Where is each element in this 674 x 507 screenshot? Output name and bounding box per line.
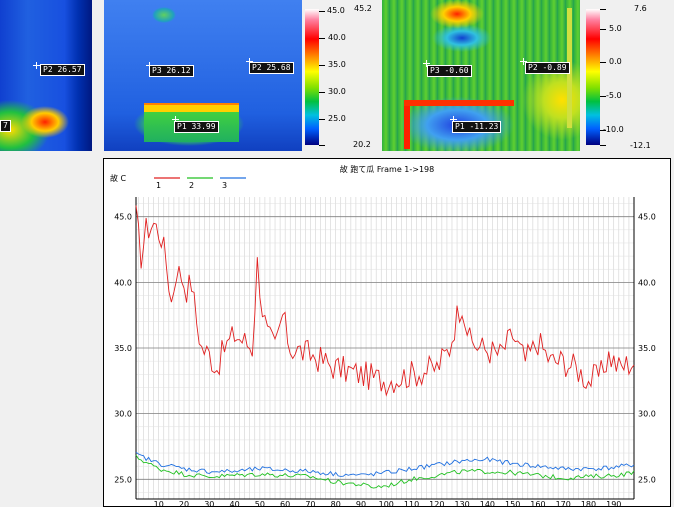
- temperature-scale-bar: [586, 9, 600, 145]
- thermal-image-left: P2 26.57 7: [0, 0, 92, 151]
- y-tick-label-left: 35.0: [114, 344, 132, 353]
- thermal-image-right: P3 -0.60 P2 -0.89 P1 -11.23: [382, 0, 580, 151]
- scale-tick: [600, 96, 606, 97]
- y-tick-label-right: 40.0: [638, 278, 656, 287]
- y-tick-label-right: 30.0: [638, 410, 656, 419]
- y-tick-label-right: 35.0: [638, 344, 656, 353]
- x-tick-label: 190: [606, 500, 621, 506]
- x-tick-label: 120: [429, 500, 444, 506]
- x-tick-label: 130: [454, 500, 469, 506]
- x-tick-label: 10: [154, 500, 164, 506]
- scale-min-label: -12.1: [630, 141, 651, 150]
- y-tick-label-left: 30.0: [114, 410, 132, 419]
- scale-tick: [600, 62, 606, 63]
- scale-tick: [319, 92, 325, 93]
- scale-tick: [319, 145, 325, 146]
- x-tick-label: 100: [379, 500, 394, 506]
- scale-tick: [319, 119, 325, 120]
- y-axis-label: 故 C: [110, 173, 127, 183]
- scale-tick: [600, 29, 606, 30]
- spot-label: 7: [0, 120, 11, 132]
- scale-max-alt-label: 45.2: [354, 4, 372, 13]
- x-tick-label: 180: [581, 500, 596, 506]
- spot-label: P2 -0.89: [525, 62, 570, 74]
- legend-label-1: 1: [156, 181, 161, 190]
- y-tick-label-left: 25.0: [114, 475, 132, 484]
- x-tick-label: 170: [556, 500, 571, 506]
- spot-marker-icon: [33, 62, 40, 69]
- x-tick-label: 110: [404, 500, 419, 506]
- x-tick-label: 140: [480, 500, 495, 506]
- scale-tick-label: 5.0: [609, 24, 622, 33]
- x-tick-label: 160: [530, 500, 545, 506]
- scale-tick-label: 25.0: [328, 114, 346, 123]
- legend-label-3: 3: [222, 181, 227, 190]
- series-line-3: [135, 451, 635, 477]
- thermal-image-middle: P3 26.12 P2 25.68 P1 33.99: [104, 0, 302, 151]
- scale-tick: [319, 11, 325, 12]
- scale-tick-label: 0.0: [609, 57, 622, 66]
- scale-tick-label: 35.0: [328, 60, 346, 69]
- y-tick-label-left: 45.0: [114, 213, 132, 222]
- temperature-scale-bar: [305, 9, 319, 145]
- spot-label: P3 26.12: [149, 65, 194, 77]
- x-tick-label: 90: [356, 500, 366, 506]
- spot-label: P1 33.99: [174, 121, 219, 133]
- x-tick-label: 150: [505, 500, 520, 506]
- scale-max-label: 7.6: [634, 4, 647, 13]
- series-line-2: [135, 454, 635, 489]
- legend-label-2: 2: [189, 181, 194, 190]
- scale-min-label: 20.2: [353, 140, 371, 149]
- spot-marker-icon: [520, 58, 527, 65]
- spot-marker-icon: [246, 58, 253, 65]
- scale-tick: [600, 9, 606, 10]
- scale-tick-label: -5.0: [606, 91, 622, 100]
- x-tick-label: 80: [331, 500, 341, 506]
- y-tick-label-right: 25.0: [638, 475, 656, 484]
- x-tick-label: 40: [229, 500, 239, 506]
- spot-label: P2 26.57: [40, 64, 85, 76]
- spot-label: P3 -0.60: [427, 65, 472, 77]
- x-tick-label: 70: [305, 500, 315, 506]
- x-tick-label: 20: [179, 500, 189, 506]
- spot-marker-icon: [450, 116, 457, 123]
- spot-marker-icon: [423, 60, 430, 67]
- x-tick-label: 30: [204, 500, 214, 506]
- scale-tick: [319, 38, 325, 39]
- chart-title: 故 跑て瓜 Frame 1->198: [340, 164, 435, 174]
- temperature-chart-panel: 25.0 25.0 30.0 30.0 35.0 35.0 40.0 40.0 45.0 45.0…: [103, 158, 671, 507]
- series-line-1: [135, 205, 635, 397]
- spot-label: P1 -11.23: [452, 121, 502, 133]
- temperature-line-chart: 25.0 25.0 30.0 30.0 35.0 35.0 40.0 40.0 45.0 45.0…: [110, 164, 656, 506]
- scale-tick-label: 30.0: [328, 87, 346, 96]
- scale-tick: [600, 145, 606, 146]
- spot-label: P2 25.68: [249, 62, 294, 74]
- scale-max-label: 45.0: [327, 6, 345, 15]
- y-tick-label-left: 40.0: [114, 278, 132, 287]
- y-tick-label-right: 45.0: [638, 213, 656, 222]
- scale-tick: [600, 130, 606, 131]
- x-tick-label: 50: [255, 500, 265, 506]
- scale-tick-label: 40.0: [328, 33, 346, 42]
- x-tick-label: 60: [280, 500, 290, 506]
- scale-tick: [319, 65, 325, 66]
- scale-tick-label: -10.0: [603, 125, 624, 134]
- spot-marker-icon: [172, 116, 179, 123]
